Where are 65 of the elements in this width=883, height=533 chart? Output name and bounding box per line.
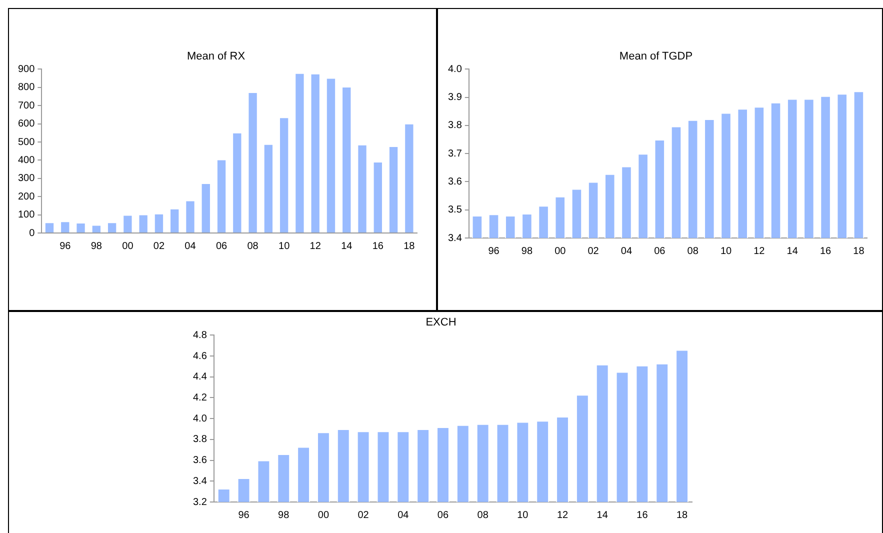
x-tick-label: 00 <box>122 240 134 252</box>
chart-title: Mean of RX <box>186 50 246 63</box>
x-tick-label: 18 <box>676 510 688 521</box>
y-tick-label: 4.2 <box>192 392 208 404</box>
y-tick-label: 3.4 <box>448 232 462 244</box>
x-tick-label: 18 <box>853 246 865 257</box>
x-tick-label: 96 <box>488 246 500 257</box>
y-tick-label: 4.0 <box>192 413 208 424</box>
chart-title: EXCH <box>426 316 456 329</box>
y-tick-label: 4.4 <box>192 372 208 383</box>
y-tick-label: 3.7 <box>448 148 462 160</box>
x-tick-label: 10 <box>720 246 732 257</box>
x-tick-label: 00 <box>318 510 330 521</box>
x-tick-label: 98 <box>278 510 290 521</box>
y-tick-label: 3.8 <box>448 120 462 132</box>
y-tick-label: 3.9 <box>448 92 462 104</box>
x-tick-label: 18 <box>404 240 416 252</box>
y-tick-label: 3.5 <box>448 204 462 216</box>
x-tick-label: 16 <box>372 240 384 252</box>
x-tick-label: 06 <box>216 240 228 252</box>
y-tick-label: 3.8 <box>192 434 208 446</box>
y-tick-label: 700 <box>18 100 36 112</box>
y-tick-label: 3.4 <box>192 476 208 487</box>
x-tick-label: 02 <box>588 246 600 257</box>
chart-title: Mean of TGDP <box>619 50 693 63</box>
x-tick-label: 14 <box>341 240 353 252</box>
x-tick-label: 12 <box>754 246 766 257</box>
x-tick-label: 08 <box>687 246 699 257</box>
y-tick-label: 4.8 <box>192 330 208 341</box>
y-tick-label: 4.0 <box>448 64 462 75</box>
x-tick-label: 08 <box>247 240 259 252</box>
x-tick-label: 06 <box>437 510 449 521</box>
y-tick-label: 900 <box>18 64 36 75</box>
y-tick-label: 4.6 <box>192 350 208 362</box>
x-tick-label: 04 <box>620 246 632 257</box>
x-tick-label: 16 <box>820 246 832 257</box>
y-tick-label: 300 <box>18 173 36 184</box>
x-tick-label: 14 <box>786 246 798 257</box>
x-tick-label: 12 <box>556 510 569 521</box>
y-tick-label: 100 <box>18 210 36 221</box>
x-tick-label: 06 <box>654 246 666 257</box>
y-tick-label: 3.6 <box>192 455 208 466</box>
x-tick-label: 98 <box>521 246 533 257</box>
x-tick-label: 96 <box>238 510 250 521</box>
x-tick-label: 98 <box>90 240 102 252</box>
x-tick-label: 00 <box>554 246 566 257</box>
y-tick-label: 200 <box>18 191 36 202</box>
x-tick-label: 96 <box>60 240 72 252</box>
y-tick-label: 500 <box>18 136 36 148</box>
x-tick-label: 08 <box>477 510 489 521</box>
x-tick-label: 14 <box>596 510 608 521</box>
x-tick-label: 10 <box>278 240 290 252</box>
y-tick-label: 3.6 <box>448 176 462 188</box>
y-tick-label: 3.2 <box>192 496 208 508</box>
x-tick-label: 16 <box>636 510 648 521</box>
x-tick-label: 12 <box>310 240 322 252</box>
y-tick-label: 0 <box>29 228 36 239</box>
y-tick-label: 600 <box>18 118 36 130</box>
x-tick-label: 04 <box>184 240 196 252</box>
y-tick-label: 800 <box>18 82 36 94</box>
x-tick-label: 02 <box>153 240 165 252</box>
x-tick-label: 04 <box>398 510 410 521</box>
x-tick-label: 02 <box>358 510 370 521</box>
x-tick-label: 10 <box>517 510 529 521</box>
y-tick-label: 400 <box>18 154 36 166</box>
